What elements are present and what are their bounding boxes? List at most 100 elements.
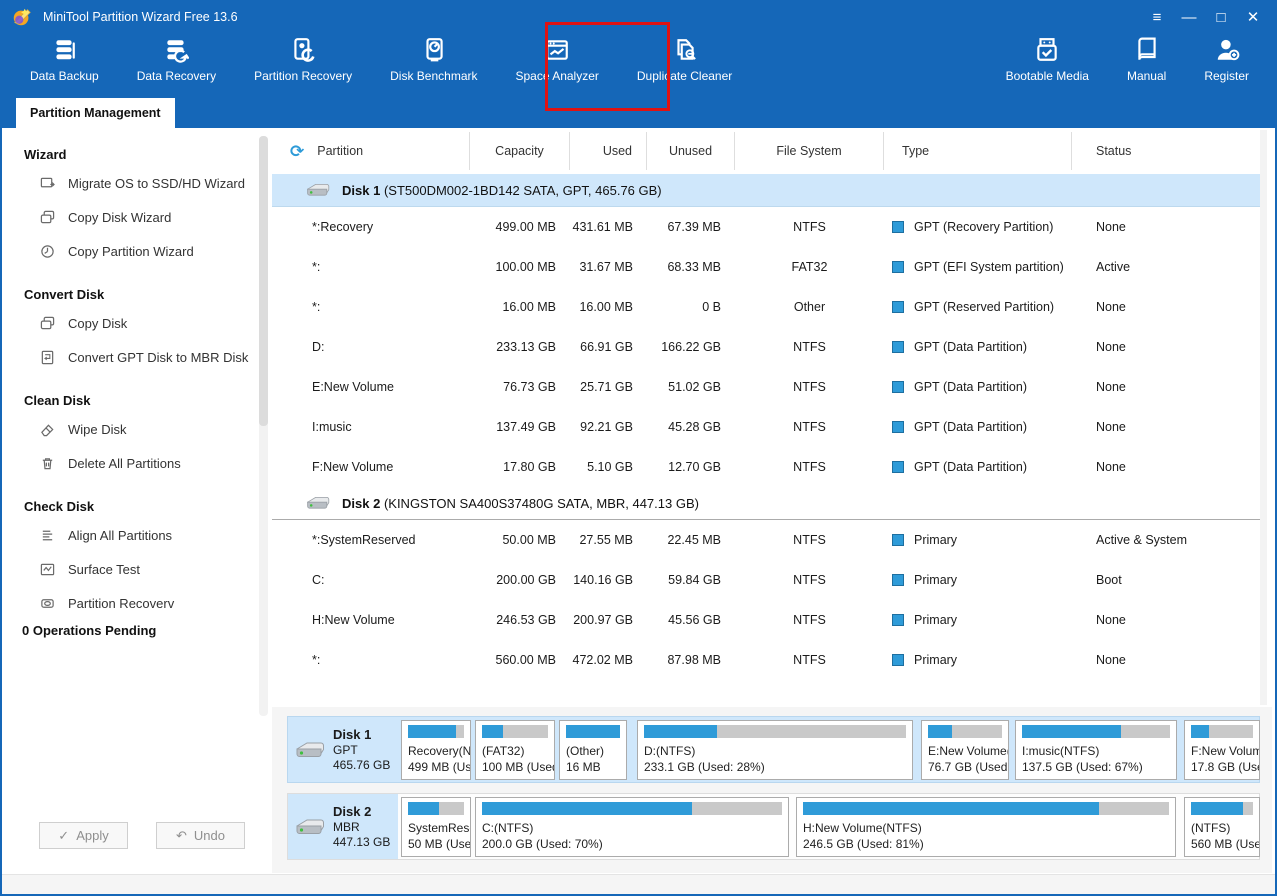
sidebar-item-migrate-os-to-ssd-hd-wizard[interactable]: Migrate OS to SSD/HD Wizard (4, 166, 270, 200)
cell-unused: 45.28 GB (668, 420, 721, 434)
map-partition-block-1-2[interactable]: (FAT32) 100 MB (Used (475, 720, 555, 780)
toolbar-item-bootable-media[interactable]: Bootable Media (1000, 34, 1095, 85)
toolbar-item-partition-recovery[interactable]: Partition Recovery (248, 34, 358, 85)
map-partition-block-2-3[interactable]: H:New Volume(NTFS) 246.5 GB (Used: 81%) (796, 797, 1176, 857)
sidebar-item-delete-all-partitions[interactable]: Delete All Partitions (4, 446, 270, 480)
migrate-os-icon (40, 176, 55, 191)
sidebar-item-convert-gpt-disk-to-mbr-disk[interactable]: Convert GPT Disk to MBR Disk (4, 340, 270, 374)
cell-type: GPT (Recovery Partition) (914, 220, 1054, 234)
partition-row-disk1-1[interactable]: *:Recovery 499.00 MB 431.61 MB 67.39 MB NTFS… (272, 207, 1264, 247)
wipe-disk-icon (40, 422, 55, 437)
sidebar-item-label: Partition Recoverv (68, 595, 175, 611)
col-status[interactable]: Status (1096, 144, 1132, 158)
sidebar-item-label: Copy Disk (68, 315, 128, 331)
cell-type: Primary (914, 653, 958, 667)
map-partition-block-1-7[interactable]: F:New Volum 17.8 GB (Used (1184, 720, 1260, 780)
partition-type-icon (892, 221, 904, 233)
partition-row-disk2-1[interactable]: *:SystemReserved 50.00 MB 27.55 MB 22.45 MB… (272, 520, 1264, 560)
disk-name: Disk 2 (342, 495, 381, 511)
partition-row-disk2-4[interactable]: *: 560.00 MB 472.02 MB 87.98 MB NTFS Primary N… (272, 640, 1264, 680)
partition-row-disk1-5[interactable]: E:New Volume 76.73 GB 25.71 GB 51.02 GB NTFS… (272, 367, 1264, 407)
toolbar-item-space-analyzer[interactable]: Space Analyzer (510, 34, 605, 85)
menu-icon[interactable]: ≡ (1152, 8, 1162, 26)
map-partition-block-1-4[interactable]: D:(NTFS) 233.1 GB (Used: 28%) (637, 720, 913, 780)
maximize-icon[interactable]: □ (1216, 8, 1226, 26)
col-partition[interactable]: Partition (317, 144, 364, 158)
col-unused[interactable]: Unused (668, 144, 713, 158)
disk-map-label-2[interactable]: Disk 2 MBR 447.13 GB (288, 794, 398, 859)
toolbar-item-duplicate-cleaner[interactable]: Duplicate Cleaner (631, 34, 738, 85)
cell-status: None (1096, 340, 1126, 354)
partition-row-disk1-6[interactable]: I:music 137.49 GB 92.21 GB 45.28 GB NTFS GPT … (272, 407, 1264, 447)
cell-used: 16.00 MB (579, 300, 633, 314)
map-partition-block-1-5[interactable]: E:New Volume(76.7 GB (Used: 3 (921, 720, 1009, 780)
map-disk-scheme: GPT (333, 742, 358, 757)
cell-unused: 0 B (702, 300, 721, 314)
cell-partition: *:SystemReserved (312, 533, 416, 547)
sidebar-scrollbar[interactable] (259, 136, 268, 716)
toolbar-item-manual[interactable]: Manual (1121, 34, 1172, 85)
cell-capacity: 200.00 GB (496, 573, 556, 587)
cell-partition: D: (312, 340, 325, 354)
undo-button[interactable]: ↶ Undo (156, 822, 245, 849)
col-capacity[interactable]: Capacity (495, 144, 544, 158)
apply-button[interactable]: ✓ Apply (39, 822, 128, 849)
title-bar[interactable]: MiniTool Partition Wizard Free 13.6 ≡ — … (2, 0, 1275, 34)
convert-disk-icon (40, 350, 55, 365)
disk-icon (306, 495, 330, 511)
partition-type-icon (892, 614, 904, 626)
toolbar-item-register[interactable]: Register (1198, 34, 1255, 85)
map-partition-block-1-1[interactable]: Recovery(NT 499 MB (Used (401, 720, 471, 780)
map-partition-block-2-1[interactable]: SystemReser 50 MB (Used: (401, 797, 471, 857)
cell-status: Active (1096, 260, 1131, 274)
sidebar-item-label: Migrate OS to SSD/HD Wizard (68, 175, 245, 191)
partition-type-icon (892, 534, 904, 546)
bootable-media-icon (1033, 36, 1061, 64)
partition-row-disk2-3[interactable]: H:New Volume 246.53 GB 200.97 GB 45.56 GB NT… (272, 600, 1264, 640)
sidebar-item-wipe-disk[interactable]: Wipe Disk (4, 412, 270, 446)
cell-unused: 87.98 MB (667, 653, 721, 667)
map-partition-block-2-4[interactable]: (NTFS) 560 MB (Used (1184, 797, 1260, 857)
sidebar-item-copy-partition-wizard[interactable]: Copy Partition Wizard (4, 234, 270, 268)
sidebar-item-copy-disk-wizard[interactable]: Copy Disk Wizard (4, 200, 270, 234)
col-used[interactable]: Used (602, 144, 632, 158)
cell-status: None (1096, 653, 1126, 667)
check-icon: ✓ (58, 827, 70, 843)
sidebar-item-copy-disk[interactable]: Copy Disk (4, 306, 270, 340)
disk-group-row-2[interactable]: Disk 2 (KINGSTON SA400S37480G SATA, MBR,… (272, 487, 1264, 520)
disk-group-row-1[interactable]: Disk 1 (ST500DM002-1BD142 SATA, GPT, 465… (272, 174, 1264, 207)
window-chrome: MiniTool Partition Wizard Free 13.6 ≡ — … (2, 0, 1275, 128)
cell-partition: E:New Volume (312, 380, 394, 394)
sidebar-item-label: Convert GPT Disk to MBR Disk (68, 349, 249, 365)
disk-name: Disk 1 (342, 182, 381, 198)
partition-type-icon (892, 654, 904, 666)
sidebar-item-surface-test[interactable]: Surface Test (4, 552, 270, 586)
toolbar-item-data-backup[interactable]: Data Backup (24, 34, 105, 85)
partition-row-disk1-7[interactable]: F:New Volume 17.80 GB 5.10 GB 12.70 GB NTFS G… (272, 447, 1264, 487)
sidebar-item-align-all-partitions[interactable]: Align All Partitions (4, 518, 270, 552)
refresh-icon[interactable]: ⟳ (290, 141, 305, 161)
cell-type: GPT (Data Partition) (914, 380, 1028, 394)
map-partition-block-2-2[interactable]: C:(NTFS) 200.0 GB (Used: 70%) (475, 797, 789, 857)
map-partition-block-1-3[interactable]: (Other) 16 MB (559, 720, 627, 780)
partition-row-disk1-2[interactable]: *: 100.00 MB 31.67 MB 68.33 MB FAT32 GPT (EFI… (272, 247, 1264, 287)
minimize-icon[interactable]: — (1181, 8, 1197, 26)
sidebar-item-partition-recoverv[interactable]: Partition Recoverv (4, 586, 270, 620)
disk-recover-icon (40, 596, 55, 611)
toolbar-item-disk-benchmark[interactable]: Disk Benchmark (384, 34, 483, 85)
tab-partition-management[interactable]: Partition Management (16, 98, 175, 128)
block-label: H:New Volume(NTFS) (803, 821, 922, 835)
cell-status: Active & System (1096, 533, 1187, 547)
close-icon[interactable]: ✕ (1246, 9, 1260, 26)
operations-pending-label: 0 Operations Pending (22, 623, 157, 638)
cell-partition: H:New Volume (312, 613, 395, 627)
col-file-system[interactable]: File System (776, 144, 842, 158)
partition-row-disk1-4[interactable]: D: 233.13 GB 66.91 GB 166.22 GB NTFS GPT (Dat… (272, 327, 1264, 367)
partition-row-disk2-2[interactable]: C: 200.00 GB 140.16 GB 59.84 GB NTFS Primary B… (272, 560, 1264, 600)
col-type[interactable]: Type (902, 144, 930, 158)
toolbar-item-data-recovery[interactable]: Data Recovery (131, 34, 222, 85)
partition-row-disk1-3[interactable]: *: 16.00 MB 16.00 MB 0 B Other GPT (Reserved … (272, 287, 1264, 327)
map-partition-block-1-6[interactable]: I:music(NTFS) 137.5 GB (Used: 67%) (1015, 720, 1177, 780)
table-scrollbar[interactable] (1260, 130, 1267, 705)
disk-map-label-1[interactable]: Disk 1 GPT 465.76 GB (288, 717, 398, 782)
